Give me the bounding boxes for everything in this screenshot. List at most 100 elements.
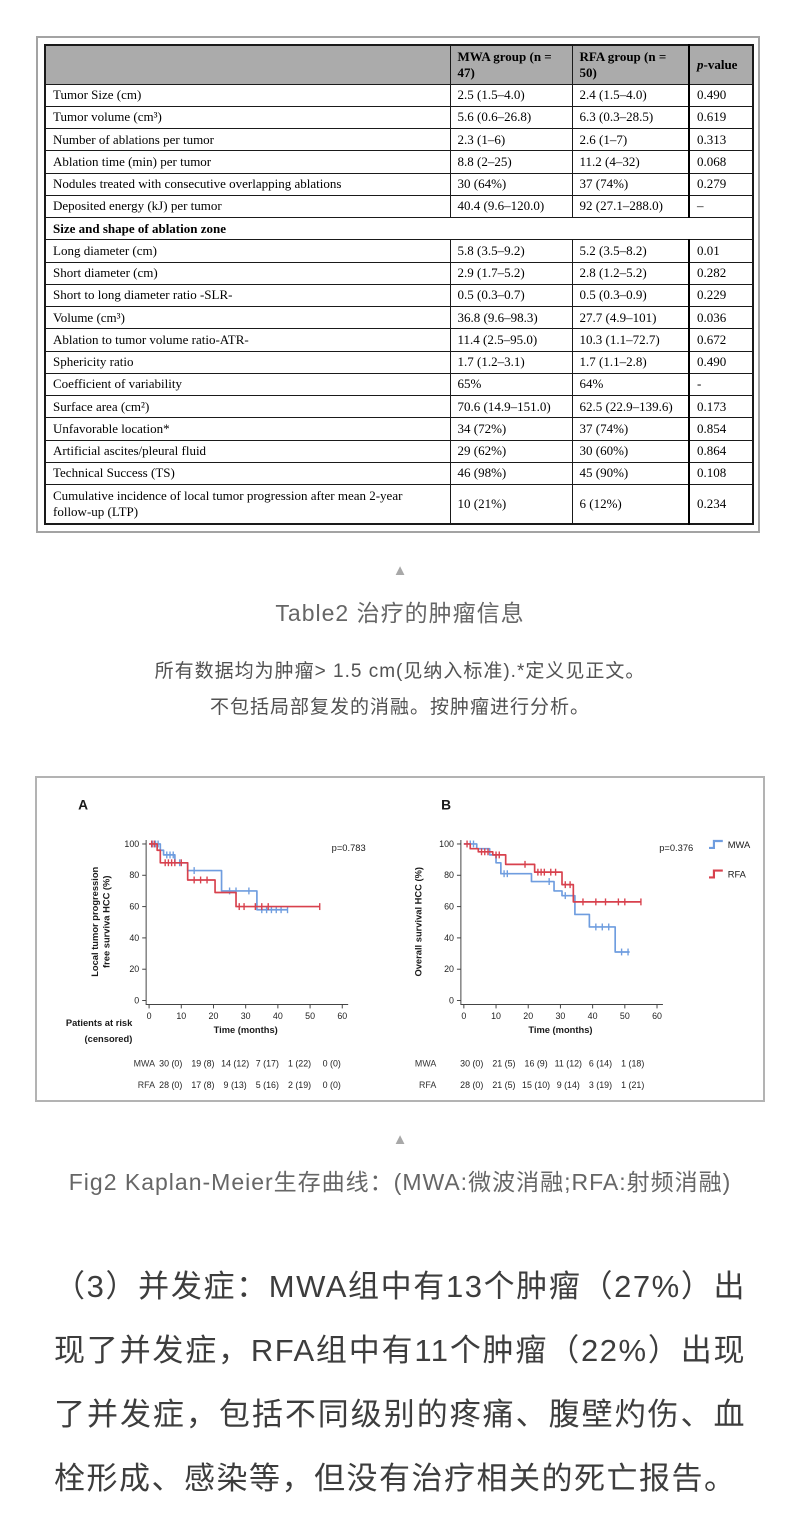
risk-value: 17 (8)	[191, 1080, 214, 1090]
risk-value: 11 (12)	[555, 1058, 582, 1068]
table2-col-header: RFA group (n = 50)	[571, 44, 690, 85]
x-tick-label: 50	[620, 1011, 630, 1021]
rfa-value: 64%	[571, 372, 690, 397]
row-label: Coefficient of variability	[44, 372, 451, 397]
table2-col-header: MWA group (n = 47)	[449, 44, 573, 85]
x-tick-label: 50	[305, 1011, 315, 1021]
section-label: Size and shape of ablation zone	[44, 216, 754, 241]
row-label: Artificial ascites/pleural fluid	[44, 439, 451, 463]
table2-row: Nodules treated with consecutive overlap…	[44, 172, 754, 196]
risk-row-label: MWA	[134, 1058, 155, 1068]
rfa-value: 37 (74%)	[571, 172, 690, 196]
risk-table-header: (censored)	[85, 1033, 133, 1043]
mwa-value: 29 (62%)	[449, 439, 573, 463]
x-tick-label: 30	[555, 1011, 565, 1021]
p-value: 0.619	[688, 105, 754, 130]
y-tick-label: 20	[129, 964, 139, 974]
y-tick-label: 60	[444, 901, 454, 911]
row-label: Short diameter (cm)	[44, 261, 451, 285]
mwa-value: 46 (98%)	[449, 461, 573, 486]
rfa-value: 2.8 (1.2–5.2)	[571, 261, 690, 285]
table2-col-header	[44, 44, 451, 85]
mwa-value: 0.5 (0.3–0.7)	[449, 283, 573, 308]
collapse-triangle-icon[interactable]: ▲	[392, 561, 408, 579]
x-tick-label: 30	[241, 1011, 251, 1021]
mwa-value: 65%	[449, 372, 573, 397]
table2-row: Short to long diameter ratio -SLR- 0.5 (0…	[44, 283, 754, 308]
x-tick-label: 40	[273, 1011, 283, 1021]
x-axis-label: Time (months)	[214, 1025, 278, 1035]
risk-value: 1 (21)	[621, 1080, 644, 1090]
panel-letter: B	[441, 797, 451, 812]
row-label: Sphericity ratio	[44, 350, 451, 374]
p-value: 0.490	[688, 350, 754, 374]
rfa-value: 2.6 (1–7)	[571, 127, 690, 152]
table2-row: Ablation to tumor volume ratio-ATR- 11.4 …	[44, 328, 754, 352]
row-label: Ablation time (min) per tumor	[44, 150, 451, 174]
mwa-value: 1.7 (1.2–3.1)	[449, 350, 573, 374]
mwa-value: 5.6 (0.6–26.8)	[449, 105, 573, 130]
p-value: 0.279	[688, 172, 754, 196]
table2-row: Tumor volume (cm³) 5.6 (0.6–26.8) 6.3 (0.3…	[44, 105, 754, 130]
table2-row: Sphericity ratio 1.7 (1.2–3.1) 1.7 (1.1–2.…	[44, 350, 754, 374]
y-tick-label: 60	[129, 901, 139, 911]
mwa-value: 70.6 (14.9–151.0)	[449, 394, 573, 419]
collapse-triangle-icon[interactable]: ▲	[392, 1130, 408, 1148]
km-panel-a: A 0 20 40 60 80 100 0 10 20 30 40 50 60 Time (months) L…	[66, 797, 366, 1090]
rfa-value: 6.3 (0.3–28.5)	[571, 105, 690, 130]
risk-value: 7 (17)	[256, 1058, 279, 1068]
axes	[145, 839, 349, 1005]
table2-row: Ablation time (min) per tumor 8.8 (2–25) 1…	[44, 150, 754, 174]
risk-value: 28 (0)	[159, 1080, 182, 1090]
risk-value: 3 (19)	[589, 1080, 612, 1090]
risk-row-label: MWA	[415, 1058, 436, 1068]
legend-glyph	[709, 868, 723, 879]
y-tick-label: 100	[439, 838, 454, 848]
rfa-value: 10.3 (1.1–72.7)	[571, 328, 690, 352]
table2: MWA group (n = 47) RFA group (n = 50) p-va…	[44, 44, 754, 525]
row-label: Cumulative incidence of local tumor prog…	[44, 484, 451, 524]
rfa-value: 0.5 (0.3–0.9)	[571, 283, 690, 308]
legend-label: MWA	[728, 839, 751, 849]
risk-value: 19 (8)	[191, 1058, 214, 1068]
mwa-value: 2.9 (1.7–5.2)	[449, 261, 573, 285]
km-panel-b: B 0 20 40 60 80 100 0 10 20 30 40 50 60 Time (months) O…	[414, 797, 751, 1090]
table-note-line1: 所有数据均为肿瘤> 1.5 cm(见纳入标准).*定义见正文。	[154, 660, 646, 682]
table2-row: Deposited energy (kJ) per tumor 40.4 (9.6…	[44, 194, 754, 219]
table-caption: Table2 治疗的肿瘤信息	[275, 599, 525, 626]
x-tick-label: 10	[491, 1011, 501, 1021]
x-tick-label: 0	[461, 1011, 466, 1021]
table2-row: Short diameter (cm) 2.9 (1.7–5.2) 2.8 (1.2…	[44, 261, 754, 285]
x-tick-label: 0	[147, 1011, 152, 1021]
table2-row: Volume (cm³) 36.8 (9.6–98.3) 27.7 (4.9–101…	[44, 305, 754, 330]
mwa-value: 2.3 (1–6)	[449, 127, 573, 152]
table2-row: Artificial ascites/pleural fluid 29 (62%)…	[44, 439, 754, 463]
table-caption-block: ▲ Table2 治疗的肿瘤信息 所有数据均为肿瘤> 1.5 cm(见纳入标准)…	[0, 563, 800, 726]
rfa-value: 45 (90%)	[571, 461, 690, 486]
risk-table-header: Patients at risk	[66, 1018, 133, 1028]
figure-caption-block: ▲ Fig2 Kaplan-Meier生存曲线：(MWA:微波消融;RFA:射频…	[0, 1132, 800, 1197]
row-label: Volume (cm³)	[44, 305, 451, 330]
mwa-value: 2.5 (1.5–4.0)	[449, 83, 573, 107]
y-tick-label: 40	[444, 932, 454, 942]
row-label: Nodules treated with consecutive overlap…	[44, 172, 451, 196]
table2-body: Tumor Size (cm) 2.5 (1.5–4.0) 2.4 (1.5–4.0…	[44, 83, 754, 524]
table2-row: Number of ablations per tumor 2.3 (1–6) 2.…	[44, 127, 754, 152]
mwa-value: 34 (72%)	[449, 417, 573, 441]
x-tick-label: 60	[337, 1011, 347, 1021]
table2-row: Surface area (cm²) 70.6 (14.9–151.0) 62.5 …	[44, 394, 754, 419]
row-label: Technical Success (TS)	[44, 461, 451, 486]
row-label: Ablation to tumor volume ratio-ATR-	[44, 328, 451, 352]
p-value: 0.234	[688, 484, 754, 524]
p-value: 0.864	[688, 439, 754, 463]
p-value: 0.173	[688, 394, 754, 419]
paragraph-complications: （3）并发症：MWA组中有13个肿瘤（27%）出现了并发症，RFA组中有11个肿…	[54, 1268, 746, 1496]
mwa-value: 5.8 (3.5–9.2)	[449, 239, 573, 263]
table2-header: MWA group (n = 47) RFA group (n = 50) p-va…	[44, 44, 754, 85]
row-label: Surface area (cm²)	[44, 394, 451, 419]
p-value: 0.068	[688, 150, 754, 174]
legend-label: RFA	[728, 869, 747, 879]
risk-value: 2 (19)	[288, 1080, 311, 1090]
rfa-value: 11.2 (4–32)	[571, 150, 690, 174]
risk-value: 21 (5)	[492, 1058, 515, 1068]
